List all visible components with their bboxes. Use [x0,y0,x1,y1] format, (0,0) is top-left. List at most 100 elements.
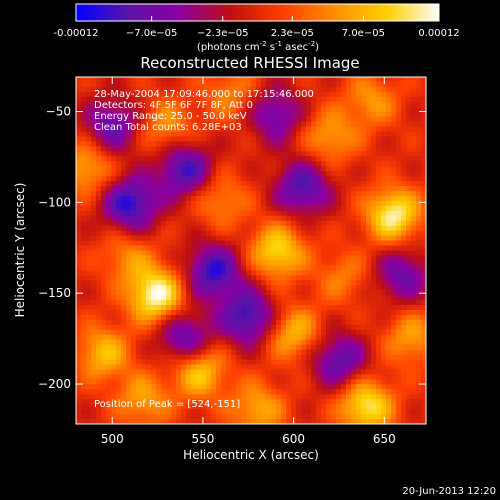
x-axis-ticks: 500 550 600 650 [101,77,396,446]
heatmap-cell [111,81,117,88]
heatmap-cell [246,131,252,138]
heatmap-cell [421,359,426,366]
heatmap-cell [161,260,167,266]
heatmap-cell [271,111,277,118]
heatmap-cell [156,176,162,182]
heatmap-cell [156,181,162,187]
heatmap-cell [136,171,142,177]
heatmap-cell [156,210,162,217]
heatmap-cell [256,220,262,227]
heatmap-cell [91,141,97,147]
heatmap-cell [266,364,272,371]
heatmap-cell [206,191,212,197]
heatmap-cell [316,205,322,212]
heatmap-cell [361,389,367,395]
heatmap-cell [156,195,162,202]
heatmap-cell [321,106,327,113]
heatmap-cell [336,225,342,232]
heatmap-cell [396,399,402,405]
heatmap-cell [256,181,262,187]
heatmap-cell [321,285,327,291]
heatmap-cell [366,116,372,123]
heatmap-cell [221,96,227,103]
heatmap-cell [296,394,302,400]
heatmap-cell [161,81,167,88]
heatmap-cell [201,240,207,247]
heatmap-cell [396,126,402,133]
heatmap-cell [401,215,407,222]
heatmap-cell [366,384,372,390]
heatmap-cell [306,181,312,187]
heatmap-cell [241,250,247,257]
heatmap-cell [421,349,426,356]
heatmap-cell [121,275,127,281]
heatmap-cell [386,210,392,217]
heatmap-cell [196,280,202,286]
heatmap-cell [411,270,417,276]
heatmap-cell [171,121,177,128]
heatmap-cell [261,230,267,237]
heatmap-cell [86,77,92,83]
heatmap-cell [291,176,297,182]
heatmap-cell [171,349,177,356]
x-tick-label: 650 [373,432,396,446]
heatmap-cell [186,280,192,286]
heatmap-cell [86,399,92,405]
heatmap-cell [76,225,82,232]
heatmap-cell [261,270,267,276]
heatmap-cell [376,349,382,356]
heatmap-cell [106,176,112,182]
heatmap-cell [111,111,117,118]
heatmap-cell [276,156,282,162]
heatmap-cell [156,414,162,420]
heatmap-cell [386,240,392,247]
heatmap-cell [216,359,222,366]
heatmap-cell [396,116,402,123]
heatmap-cell [191,111,197,118]
heatmap-cell [236,309,242,316]
heatmap-cell [301,166,307,172]
heatmap-cell [221,126,227,133]
heatmap-cell [406,309,412,316]
heatmap-cell [361,319,367,326]
heatmap-cell [326,305,332,311]
heatmap-cell [186,111,192,118]
heatmap-cell [126,270,132,276]
heatmap-cell [421,191,426,197]
heatmap-cell [176,369,182,376]
heatmap-cell [396,77,402,83]
heatmap-cell [116,136,122,143]
heatmap-cell [231,409,237,415]
heatmap-cell [181,230,187,237]
heatmap-cell [246,230,252,237]
heatmap-cell [161,191,167,197]
heatmap-cell [411,399,417,405]
heatmap-cell [126,220,132,227]
heatmap-cell [111,255,117,262]
heatmap-cell [261,260,267,266]
heatmap-cell [141,414,147,420]
heatmap-cell [221,186,227,192]
heatmap-cell [296,111,302,118]
heatmap-cell [196,419,202,424]
heatmap-cell [101,161,107,167]
heatmap-cell [276,111,282,118]
heatmap-cell [246,166,252,172]
heatmap-cell [156,309,162,316]
heatmap-cell [296,245,302,252]
heatmap-cell [336,369,342,376]
heatmap-cell [226,245,232,252]
heatmap-cell [356,404,362,410]
heatmap-cell [346,91,352,98]
heatmap-cell [131,419,137,424]
heatmap-cell [291,111,297,118]
heatmap-cell [111,186,117,192]
heatmap-cell [221,210,227,217]
heatmap-cell [101,349,107,356]
heatmap-cell [341,354,347,361]
heatmap-cell [116,275,122,281]
heatmap-cell [211,384,217,390]
heatmap-cell [346,369,352,376]
heatmap-cell [401,111,407,118]
heatmap-cell [401,324,407,331]
